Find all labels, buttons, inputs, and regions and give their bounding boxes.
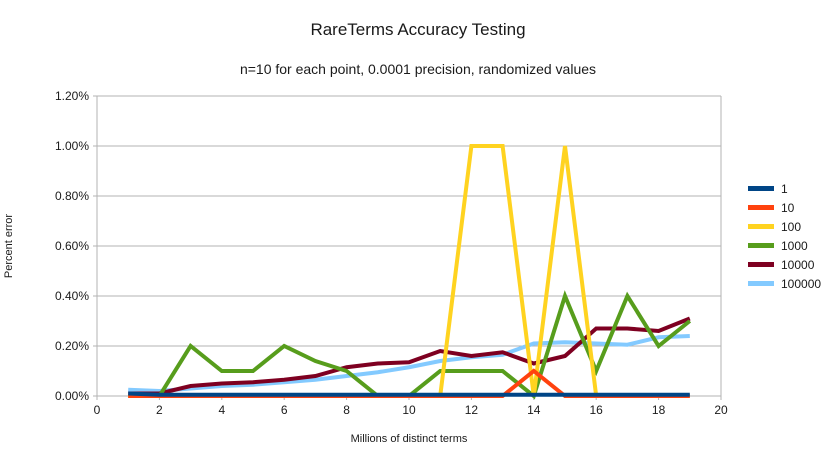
y-axis-tick-label: 0.40% <box>54 289 89 303</box>
y-axis-tick-label: 0.60% <box>54 239 89 253</box>
x-axis-title: Millions of distinct terms <box>350 433 468 445</box>
series-line-10000 <box>128 316 691 396</box>
legend-label: 10000 <box>781 257 815 272</box>
chart-subtitle: n=10 for each point, 0.0001 precision, r… <box>239 61 597 77</box>
x-axis-tick-label: 4 <box>218 403 226 417</box>
y-axis-tick-label: 1.00% <box>54 139 89 153</box>
x-axis-tick-label: 18 <box>651 403 666 417</box>
legend: 1 10 100 1000 10000 100000 <box>748 179 821 293</box>
legend-item: 10000 <box>748 255 821 274</box>
x-axis-tick-label: 20 <box>714 403 728 417</box>
x-axis-tick-label: 10 <box>402 403 416 417</box>
legend-item: 100000 <box>748 274 821 293</box>
series-line-100000 <box>128 334 690 394</box>
legend-swatch <box>748 186 774 191</box>
series-line-1 <box>128 391 690 397</box>
y-axis-tick-label: 1.20% <box>54 89 89 103</box>
legend-swatch <box>748 205 774 210</box>
x-axis-tick-label: 12 <box>464 403 479 417</box>
series-line-100 <box>128 144 690 398</box>
x-axis-tick-label: 0 <box>93 403 101 417</box>
legend-label: 1000 <box>781 238 808 253</box>
x-axis-tick-label: 6 <box>280 403 288 417</box>
x-axis-tick-label: 8 <box>343 403 350 417</box>
chart-title: RareTerms Accuracy Testing <box>310 20 526 39</box>
x-axis-tick-label: 14 <box>527 403 541 417</box>
x-axis-tick-label: 16 <box>589 403 603 417</box>
legend-item: 1000 <box>748 236 821 255</box>
y-axis-tick-label: 0.80% <box>54 189 89 203</box>
y-axis-tick-label: 0.20% <box>54 339 89 353</box>
y-axis-tick-label: 0.00% <box>54 389 89 403</box>
y-axis-title: Percent error <box>3 213 15 279</box>
legend-item: 10 <box>748 198 821 217</box>
legend-label: 100000 <box>781 276 822 291</box>
legend-swatch <box>748 262 774 267</box>
legend-label: 100 <box>781 219 802 234</box>
legend-label: 1 <box>781 181 788 196</box>
legend-label: 10 <box>781 200 795 215</box>
legend-swatch <box>748 224 774 229</box>
legend-swatch <box>748 281 774 286</box>
x-axis-tick-label: 2 <box>156 403 163 417</box>
legend-item: 100 <box>748 217 821 236</box>
legend-swatch <box>748 243 774 248</box>
legend-item: 1 <box>748 179 821 198</box>
